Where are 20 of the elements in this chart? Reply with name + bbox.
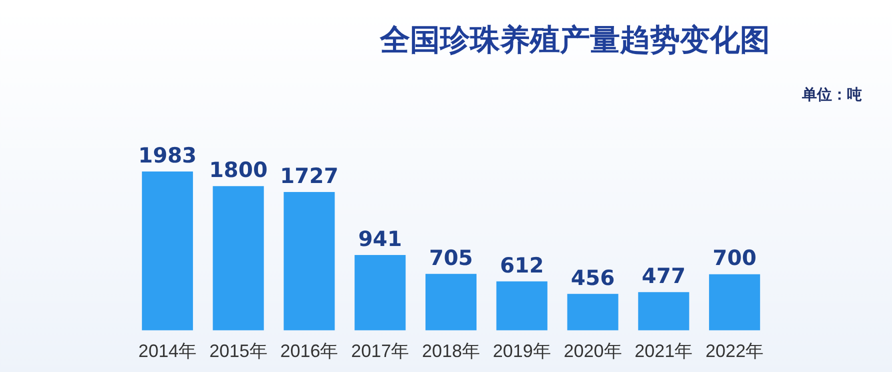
x-tick-label: 2016年 [280, 341, 338, 362]
data-label: 705 [429, 246, 473, 270]
chart-title: 全国珍珠养殖产量趋势变化图 [379, 22, 770, 58]
x-tick-label: 2018年 [422, 341, 480, 362]
x-tick-label: 2022年 [706, 341, 764, 362]
data-label: 1983 [138, 143, 197, 168]
x-tick-label: 2020年 [564, 341, 622, 362]
data-label: 612 [500, 253, 544, 278]
data-label: 941 [358, 226, 402, 251]
data-label: 456 [570, 266, 615, 290]
data-label: 700 [712, 246, 756, 270]
text: 单位：吨 [801, 85, 862, 104]
x-tick-label: 2019年 [492, 341, 551, 362]
x-tick-label: 2015年 [209, 341, 268, 362]
x-tick-label: 2017年 [351, 341, 410, 362]
data-label: 1800 [209, 158, 268, 182]
x-tick-label: 2021年 [634, 341, 693, 362]
data-label: 477 [642, 264, 686, 288]
data-label: 1727 [280, 164, 338, 188]
x-tick-label: 2014年 [138, 341, 196, 362]
